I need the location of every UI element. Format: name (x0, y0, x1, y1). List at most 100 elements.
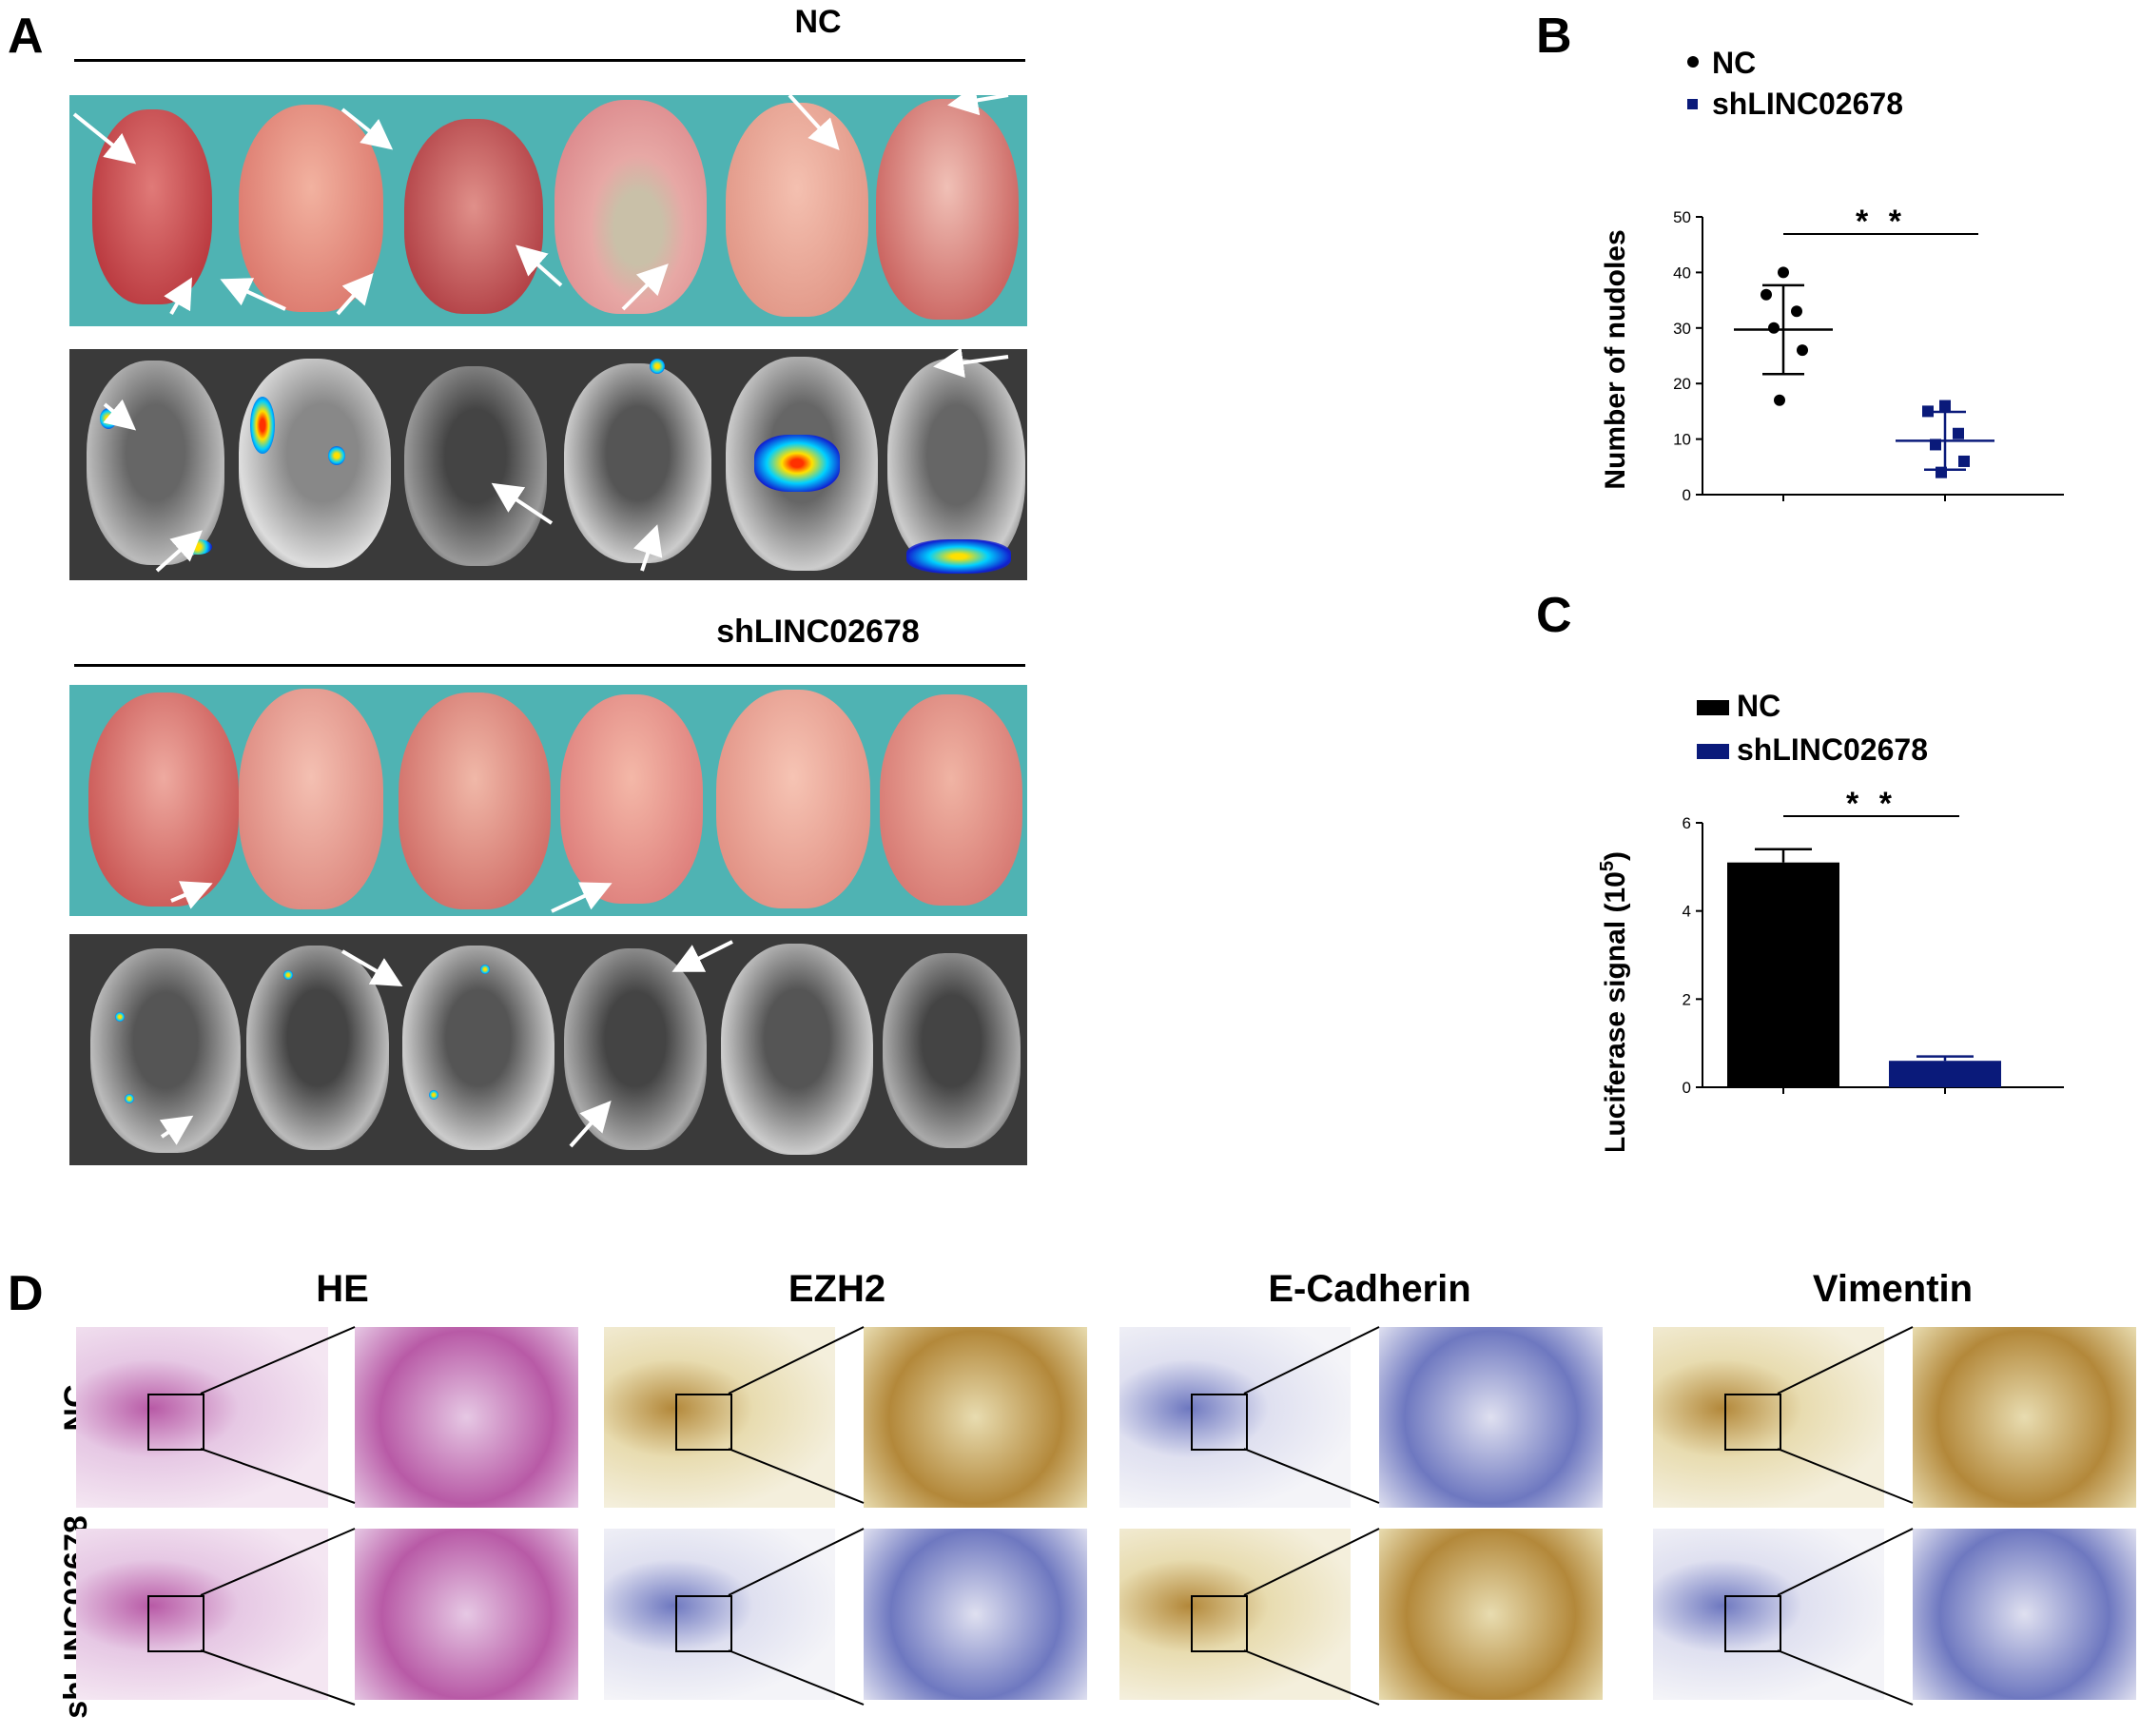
arrow-icon (516, 244, 563, 287)
data-point (1930, 439, 1941, 451)
lung-image (560, 694, 703, 904)
luminescence-signal (115, 1012, 125, 1022)
arrow-icon (632, 524, 663, 572)
data-point (1797, 344, 1808, 357)
data-point (1761, 288, 1772, 301)
y-tick-label: 30 (1673, 320, 1691, 338)
panel-letter-d: D (8, 1266, 44, 1321)
zoom-region-box (675, 1394, 732, 1451)
data-point (1774, 394, 1785, 406)
significance-label: * * (1846, 786, 1897, 822)
sh-bright-field-strip (69, 685, 1027, 916)
lung-image (88, 692, 239, 907)
y-tick-label: 0 (1683, 1079, 1691, 1097)
histology-high-magnification (355, 1327, 578, 1508)
arrow-icon (164, 277, 192, 315)
group-title-shlinc02678: shLINC02678 (716, 614, 920, 650)
legend-marker-shlinc02678 (1697, 744, 1729, 759)
zoom-region-box (1724, 1595, 1781, 1652)
bioluminescence-image (404, 366, 547, 566)
arrow-icon (671, 940, 733, 972)
data-point (1791, 305, 1802, 318)
zoom-region-box (1191, 1595, 1248, 1652)
legend-label-shlinc02678: shLINC02678 (1737, 732, 1928, 767)
lung-image (399, 692, 551, 909)
arrow-icon (491, 482, 554, 525)
legend-marker-shlinc02678 (1687, 99, 1698, 109)
panel-letter-c: C (1536, 588, 1572, 643)
bioluminescence-image (402, 946, 554, 1150)
panel-letter-a: A (8, 9, 44, 64)
y-tick-label: 20 (1673, 375, 1691, 393)
arrow-icon (72, 112, 137, 165)
group-rule-shlinc02678 (74, 664, 1025, 667)
y-axis-label: Luciferase signal (105) (1597, 851, 1631, 1151)
lung-image (239, 689, 383, 909)
legend-label-nc: NC (1737, 689, 1780, 723)
y-axis-label: Number of nudoles (1600, 229, 1631, 489)
data-point (1958, 455, 1970, 467)
histology-high-magnification (864, 1327, 1087, 1508)
lung-image (404, 119, 543, 314)
histology-high-magnification (1379, 1529, 1603, 1700)
data-point (1939, 400, 1951, 412)
luminescence-signal (283, 970, 293, 980)
lung-image (880, 694, 1022, 906)
bar (1889, 1061, 2001, 1087)
y-tick-label: 50 (1673, 208, 1691, 226)
stain-title-vimentin: Vimentin (1812, 1268, 1974, 1310)
histology-high-magnification (864, 1529, 1087, 1700)
arrow-icon (788, 93, 840, 150)
nc-bioluminescence-strip (69, 349, 1027, 580)
luminescence-signal (650, 359, 665, 374)
arrow-icon (170, 881, 213, 909)
bioluminescence-image (721, 944, 873, 1155)
y-tick-label: 40 (1673, 263, 1691, 282)
luminescence-signal (429, 1090, 438, 1100)
y-tick-label: 10 (1673, 431, 1691, 449)
histology-high-magnification (1913, 1529, 2136, 1700)
luminescence-signal (906, 539, 1011, 574)
group-rule-nc (74, 59, 1025, 62)
histology-high-magnification (1913, 1327, 2136, 1508)
arrow-icon (336, 272, 374, 316)
luminescence-signal (480, 965, 490, 974)
bioluminescence-image (239, 359, 391, 568)
arrow-icon (340, 107, 394, 150)
zoom-region-box (147, 1595, 204, 1652)
panel-letter-b: B (1536, 9, 1572, 64)
legend-label-shlinc02678: shLINC02678 (1712, 87, 1903, 121)
data-point (1778, 266, 1789, 279)
zoom-region-box (1191, 1394, 1248, 1451)
data-point (1922, 405, 1934, 418)
sh-bioluminescence-strip (69, 934, 1027, 1165)
lung-image (716, 690, 870, 908)
scatter-chart-nodules: NC shLINC02678 0 10 20 30 40 50 Number of nudole… (1600, 46, 2064, 504)
bioluminescence-image (883, 953, 1021, 1148)
annotation-arrows (72, 85, 1009, 1148)
data-point (1768, 322, 1780, 334)
luminescence-signal (250, 397, 275, 454)
luminescence-signal (328, 446, 345, 465)
data-point (1936, 466, 1947, 478)
bioluminescence-image (246, 946, 389, 1150)
legend-marker-nc (1687, 56, 1699, 68)
stain-title-ezh2: EZH2 (788, 1268, 886, 1310)
lung-image (554, 100, 707, 314)
zoom-region-box (147, 1394, 204, 1451)
y-tick-label: 0 (1683, 486, 1691, 504)
legend-marker-nc (1697, 700, 1729, 715)
arrow-icon (569, 1101, 612, 1148)
data-point (1953, 427, 1964, 439)
nc-bright-field-strip (69, 95, 1027, 326)
arrow-icon (155, 530, 203, 573)
bar (1727, 862, 1839, 1087)
legend-label-nc: NC (1712, 46, 1756, 80)
luminescence-signal (754, 435, 840, 492)
arrow-icon (103, 399, 137, 431)
luminescence-signal (125, 1094, 134, 1103)
zoom-region-box (675, 1595, 732, 1652)
zoom-region-box (1724, 1394, 1781, 1451)
significance-label: * * (1856, 204, 1907, 240)
arrow-icon (621, 263, 669, 311)
